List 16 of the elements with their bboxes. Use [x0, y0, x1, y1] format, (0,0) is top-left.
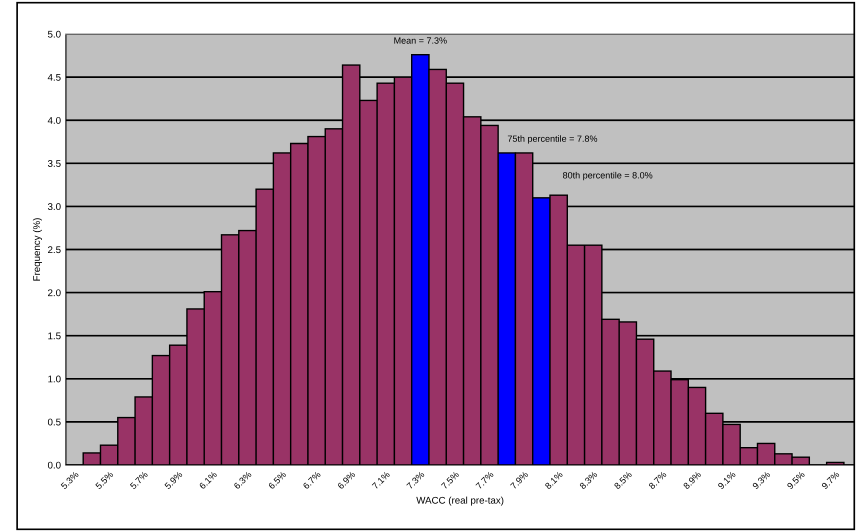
x-axis-title: WACC (real pre-tax)	[416, 496, 504, 506]
y-tick-label: 3.0	[48, 203, 61, 210]
y-tick-label: 4.0	[48, 116, 61, 124]
y-tick-label: 0.0	[48, 462, 61, 469]
y-tick-label: 5.0	[48, 30, 61, 38]
y-tick-label: 2.0	[48, 289, 61, 296]
y-tick-label: 0.5	[48, 418, 61, 426]
annotation: 75th percentile = 7.8%	[508, 135, 598, 144]
y-tick-label: 2.5	[48, 246, 61, 254]
y-tick-label: 1.0	[48, 376, 61, 382]
y-tick-label: 4.5	[48, 74, 61, 81]
annotation: 80th percentile = 8.0%	[562, 172, 652, 180]
y-axis-title: Frequency (%)	[32, 218, 42, 281]
y-tick-label: 3.5	[48, 160, 61, 167]
annotation: Mean = 7.3%	[394, 37, 447, 44]
y-tick-label: 1.5	[48, 332, 61, 340]
